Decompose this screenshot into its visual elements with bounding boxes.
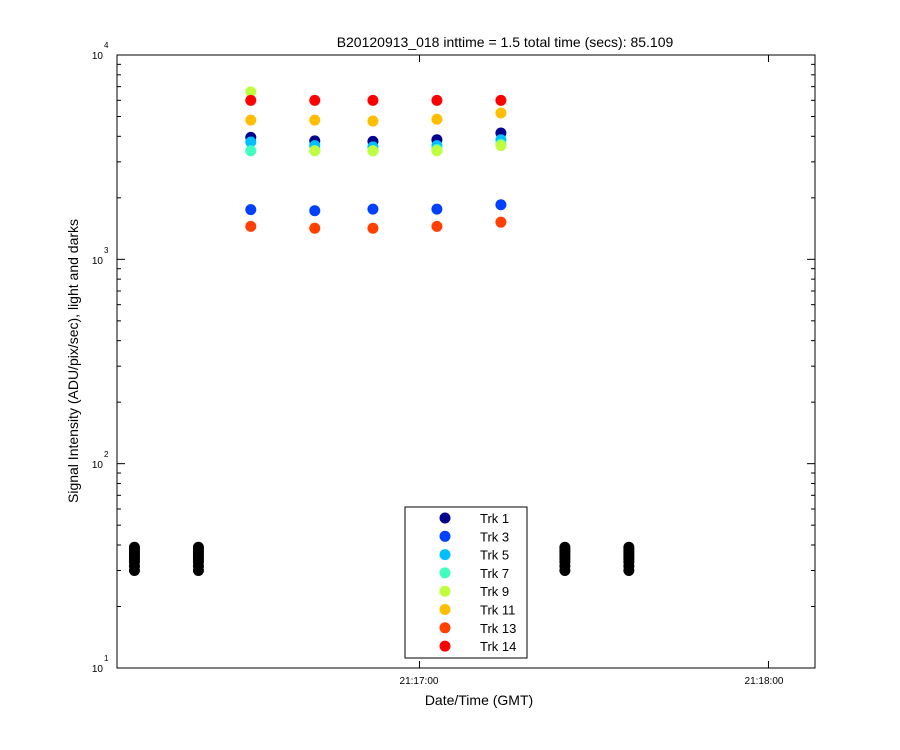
legend-box <box>404 506 528 659</box>
y-tick-label-base: 10 <box>92 256 104 267</box>
legend-marker-trk-9 <box>439 585 451 597</box>
point-trk-3 <box>431 203 443 215</box>
point-trk-11 <box>309 114 321 126</box>
y-tick-label-exp: 2 <box>104 450 109 459</box>
point-trk-14 <box>431 94 443 106</box>
point-trk-3 <box>245 204 257 216</box>
x-axis-label: Date/Time (GMT) <box>425 692 533 708</box>
point-trk-9 <box>245 86 257 98</box>
y-tick-labels: 10 1 10 2 10 3 10 4 <box>92 41 109 675</box>
y-tick-label-exp: 3 <box>104 246 109 255</box>
y-tick-label-base: 10 <box>92 664 104 675</box>
legend-marker-trk-1 <box>439 512 451 524</box>
axis-ticks <box>117 55 815 669</box>
legend-marker-trk-5 <box>439 549 451 561</box>
point-trk-9 <box>367 145 379 157</box>
y-tick-label-exp: 4 <box>104 41 109 50</box>
point-trk-13 <box>431 220 443 232</box>
point-trk-13 <box>245 220 257 232</box>
legend: Trk 1 Trk 3 Trk 5 Trk 7 Trk 9 Trk 11 Trk 13 Trk… <box>404 506 528 659</box>
point-trk-11 <box>495 107 507 119</box>
legend-label-trk-1: Trk 1 <box>480 511 509 526</box>
data-points <box>128 86 635 577</box>
point-trk-9 <box>431 145 443 157</box>
chart-title: B20120913_018 inttime = 1.5 total time (… <box>337 34 674 50</box>
legend-label-trk-11: Trk 11 <box>480 603 515 618</box>
legend-label-trk-7: Trk 7 <box>480 566 509 581</box>
dark-point <box>128 541 140 553</box>
point-trk-14 <box>367 94 379 106</box>
point-trk-13 <box>367 222 379 234</box>
legend-label-trk-9: Trk 9 <box>480 584 509 599</box>
point-trk-3 <box>367 203 379 215</box>
point-trk-14 <box>309 94 321 106</box>
dark-point <box>623 541 635 553</box>
x-tick-label: 21:17:00 <box>400 676 439 687</box>
point-trk-11 <box>245 114 257 126</box>
legend-marker-trk-14 <box>439 640 451 652</box>
point-trk-3 <box>309 205 321 217</box>
legend-marker-trk-13 <box>439 622 451 634</box>
point-trk-9 <box>495 140 507 152</box>
legend-label-trk-3: Trk 3 <box>480 529 509 544</box>
point-trk-14 <box>245 94 257 106</box>
legend-marker-trk-7 <box>439 567 451 579</box>
legend-marker-trk-11 <box>439 604 451 615</box>
point-trk-13 <box>495 216 507 228</box>
point-trk-14 <box>495 94 507 106</box>
point-trk-11 <box>431 113 443 125</box>
y-tick-label-base: 10 <box>92 460 104 471</box>
y-axis-label: Signal Intensity (ADU/pix/sec), light an… <box>65 219 81 503</box>
point-trk-3 <box>495 199 507 211</box>
legend-label-trk-14: Trk 14 <box>480 639 516 654</box>
y-tick-label-exp: 1 <box>104 654 109 663</box>
legend-marker-trk-3 <box>439 530 451 542</box>
point-trk-5 <box>245 136 257 148</box>
point-trk-7 <box>245 145 257 157</box>
dark-point <box>192 541 204 553</box>
point-trk-11 <box>367 115 379 127</box>
legend-label-trk-13: Trk 13 <box>480 621 516 636</box>
point-trk-13 <box>309 222 321 234</box>
x-tick-label: 21:18:00 <box>745 676 784 687</box>
legend-label-trk-5: Trk 5 <box>480 548 509 563</box>
dark-point <box>559 541 571 553</box>
y-tick-label-base: 10 <box>92 51 104 62</box>
point-trk-9 <box>309 145 321 157</box>
